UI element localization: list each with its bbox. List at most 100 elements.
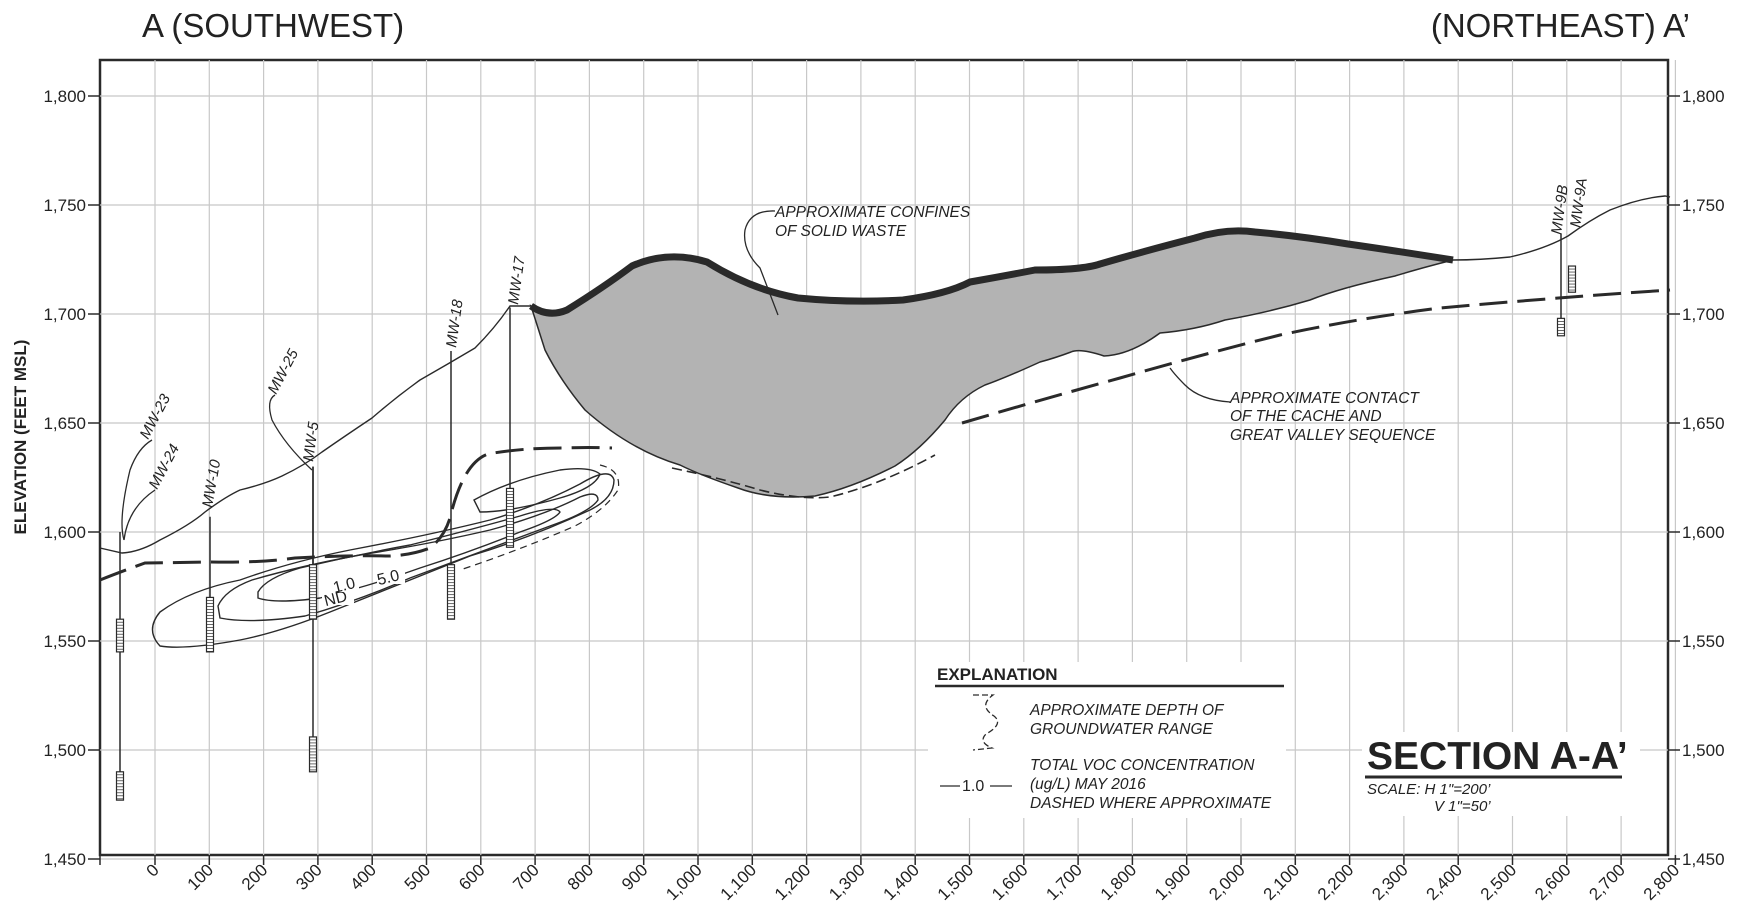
leader-solid-waste [743,210,779,316]
voc-label-line3: DASHED WHERE APPROXIMATE [1030,795,1272,812]
contour-1 [217,493,599,622]
x-tick-label: 300 [292,860,325,893]
well-mw-9a: MW-9A [1567,177,1591,293]
solid-waste-note-line1: APPROXIMATE CONFINES [774,204,971,221]
y-tick-label-left: 1,600 [43,523,86,542]
header-left: A (SOUTHWEST) [142,7,404,44]
contour-5-inner-east [473,467,601,513]
y-tick-label-right: 1,750 [1682,196,1725,215]
well-label: MW-17 [505,255,529,306]
x-tick-label: 1,800 [1097,860,1141,904]
gw-range-symbol [972,694,999,751]
x-tick-label: 1,700 [1042,860,1086,904]
y-tick-label-right: 1,600 [1682,523,1725,542]
x-tick-label: 2,400 [1423,860,1467,904]
y-tick-label-left: 1,650 [43,414,86,433]
well-mw-10: MW-10 [199,458,224,653]
well-mw-5: MW-5 [300,420,323,620]
y-ticks-left: 1,800 1,750 1,700 1,650 1,600 1,550 1,500 1,450 [43,87,100,869]
x-tick-label: 1,100 [717,860,761,904]
contour-label-1: 1.0 [331,575,357,597]
solid-waste-area [529,230,1454,498]
well-mw-9b: MW-9B [1548,184,1572,337]
well-mw-23: MW-23 [115,391,175,801]
well-screen [505,487,515,548]
y-axis-label: ELEVATION (FEET MSL) [11,340,30,535]
y-tick-label-left: 1,750 [43,196,86,215]
x-tick-label: 200 [238,860,271,893]
x-tick-label: 2,200 [1314,860,1358,904]
y-tick-label-right: 1,550 [1682,632,1725,651]
contour-label-5: 5.0 [375,567,401,589]
well-leader [268,394,313,471]
well-screen [308,736,318,773]
y-tick-label-left: 1,700 [43,305,86,324]
well-leader [123,489,156,541]
well-label: MW-18 [443,298,467,349]
scale-vertical: V 1"=50’ [1434,798,1491,815]
voc-label-line1: TOTAL VOC CONCENTRATION [1030,757,1255,774]
x-tick-label: 600 [455,860,488,893]
x-ticks: 0 100 200 300 400 500 600 700 800 900 1,000 1,100 1,… [99,855,1684,904]
x-tick-label: 2,100 [1260,860,1304,904]
well-leader [121,439,153,541]
section-title: SECTION A-A’ [1367,735,1628,778]
contact-note-line3: GREAT VALLEY SEQUENCE [1230,427,1436,444]
x-tick-label: 1,200 [771,860,815,904]
x-tick-label: 800 [564,860,597,893]
waste-bottom-dashed [671,454,936,499]
well-mw-17: MW-17 [505,255,529,548]
well-mw-18: MW-18 [443,298,467,620]
header-right: (NORTHEAST) A’ [1431,7,1690,44]
well-screen [115,771,125,801]
x-tick-label: 2,800 [1640,860,1684,904]
x-tick-label: 1,400 [880,860,924,904]
x-tick-label: 500 [401,860,434,893]
contour-dashed [459,464,620,571]
ground-surface-line [99,195,1671,554]
x-tick-label: 2,300 [1368,860,1412,904]
x-tick-label: 1,300 [825,860,869,904]
contact-note-line2: OF THE CACHE AND [1230,408,1382,425]
y-tick-label-left: 1,800 [43,87,86,106]
well-label: MW-23 [137,391,175,442]
y-ticks-right: 1,800 1,750 1,700 1,650 1,600 1,550 1,500 1,450 [1668,87,1725,869]
x-tick-label: 2,500 [1477,860,1521,904]
explanation-title: EXPLANATION [937,665,1058,684]
well-label: MW-9B [1548,184,1572,236]
x-tick-label: 2,000 [1205,860,1249,904]
voc-label-line2: (ug/L) MAY 2016 [1030,776,1146,793]
y-tick-label-left: 1,550 [43,632,86,651]
leader-contact [1169,367,1231,403]
x-tick-label: 100 [184,860,217,893]
explanation-legend: EXPLANATION APPROXIMATE DEPTH OF GROUNDW… [928,662,1286,818]
well-mw-24: MW-24 [123,441,184,541]
scale-horizontal: SCALE: H 1"=200’ [1367,781,1491,798]
plot-frame [98,58,1670,857]
x-tick-label: 1,000 [662,860,706,904]
gw-range-label-line1: APPROXIMATE DEPTH OF [1029,702,1225,719]
x-tick-label: 400 [347,860,380,893]
y-tick-label-left: 1,450 [43,850,86,869]
annotation-solid-waste: APPROXIMATE CONFINES OF SOLID WASTE [743,204,971,316]
x-tick-label: 2,700 [1585,860,1629,904]
section-title-block: SECTION A-A’ SCALE: H 1"=200’ V 1"=50’ [1362,732,1640,816]
x-tick-label: 1,500 [934,860,978,904]
y-tick-label-left: 1,500 [43,741,86,760]
x-tick-label: 700 [509,860,542,893]
well-label: MW-24 [146,441,184,491]
x-tick-label: 2,600 [1531,860,1575,904]
x-tick-label: 0 [143,860,163,880]
x-tick-label: 1,600 [988,860,1032,904]
y-tick-label-right: 1,500 [1682,741,1725,760]
contour-label-nd: ND [322,588,349,610]
well-label: MW-25 [265,346,303,397]
voc-symbol-value: 1.0 [962,778,984,795]
y-tick-label-right: 1,700 [1682,305,1725,324]
well-screen [115,618,125,653]
x-tick-label: 900 [618,860,651,893]
gw-range-label-line2: GROUNDWATER RANGE [1030,721,1214,738]
x-tick-label: 1,900 [1151,860,1195,904]
